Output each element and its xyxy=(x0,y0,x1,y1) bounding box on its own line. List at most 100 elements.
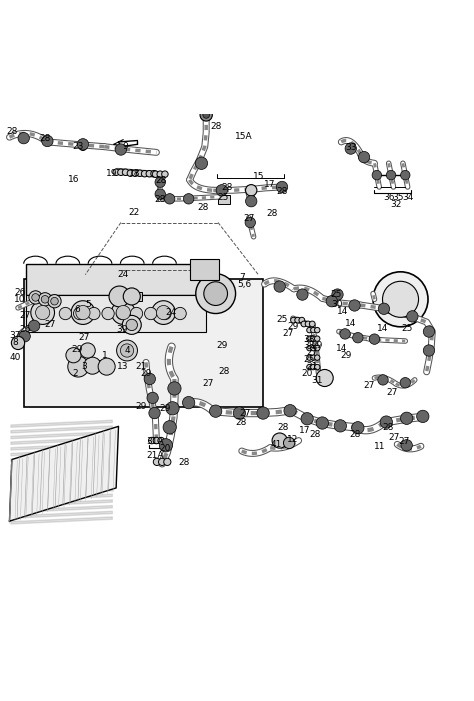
Circle shape xyxy=(310,365,316,370)
Circle shape xyxy=(51,297,58,305)
Text: 20: 20 xyxy=(301,369,313,378)
Circle shape xyxy=(204,282,228,306)
Circle shape xyxy=(80,343,95,358)
Circle shape xyxy=(120,344,134,357)
Text: 5,6: 5,6 xyxy=(237,280,251,289)
Circle shape xyxy=(73,307,86,320)
Text: 19: 19 xyxy=(106,169,117,178)
Circle shape xyxy=(210,405,222,417)
Circle shape xyxy=(246,196,257,207)
Circle shape xyxy=(156,306,171,320)
Circle shape xyxy=(48,294,61,308)
Circle shape xyxy=(164,193,175,204)
Circle shape xyxy=(407,311,418,322)
Text: 28: 28 xyxy=(266,208,278,217)
Circle shape xyxy=(276,182,288,193)
Text: 8: 8 xyxy=(12,339,18,348)
Circle shape xyxy=(274,281,285,292)
Circle shape xyxy=(152,171,159,177)
Circle shape xyxy=(141,170,148,177)
Circle shape xyxy=(66,348,81,363)
Text: 26: 26 xyxy=(19,325,30,334)
Text: 16: 16 xyxy=(68,175,79,184)
Text: 35: 35 xyxy=(392,193,404,203)
Text: 27: 27 xyxy=(398,437,410,447)
Text: 24: 24 xyxy=(165,308,176,317)
Circle shape xyxy=(76,306,90,320)
Circle shape xyxy=(400,378,410,388)
Text: 29: 29 xyxy=(216,341,228,350)
Text: 27: 27 xyxy=(283,329,294,338)
Circle shape xyxy=(166,402,179,415)
Circle shape xyxy=(307,336,312,341)
Circle shape xyxy=(401,440,412,451)
Text: 21: 21 xyxy=(306,362,318,371)
Circle shape xyxy=(423,345,435,356)
Text: 28: 28 xyxy=(222,184,233,192)
Circle shape xyxy=(98,358,115,375)
Circle shape xyxy=(291,318,296,323)
Circle shape xyxy=(310,355,316,360)
Circle shape xyxy=(310,346,316,350)
Circle shape xyxy=(310,321,315,327)
Text: 25: 25 xyxy=(303,355,315,364)
Text: 2: 2 xyxy=(72,369,78,378)
Circle shape xyxy=(307,355,312,360)
Text: 18: 18 xyxy=(129,169,141,178)
Circle shape xyxy=(162,171,168,177)
Circle shape xyxy=(307,346,312,350)
Text: 32: 32 xyxy=(390,200,401,209)
Circle shape xyxy=(41,296,49,303)
Circle shape xyxy=(315,365,320,370)
Circle shape xyxy=(196,273,236,313)
Circle shape xyxy=(18,132,29,144)
Text: 29: 29 xyxy=(71,345,82,353)
Text: 29: 29 xyxy=(340,350,352,360)
Text: 34: 34 xyxy=(402,193,413,203)
Circle shape xyxy=(116,306,130,320)
Bar xyxy=(26,294,206,332)
Circle shape xyxy=(158,458,166,465)
Text: 27: 27 xyxy=(387,388,398,397)
Circle shape xyxy=(203,111,210,118)
Text: 29: 29 xyxy=(136,402,147,411)
Circle shape xyxy=(340,329,350,339)
Text: 25: 25 xyxy=(217,193,228,203)
Text: 28: 28 xyxy=(310,430,321,440)
Text: 12: 12 xyxy=(287,435,299,444)
Circle shape xyxy=(326,296,337,307)
Circle shape xyxy=(163,421,176,434)
Circle shape xyxy=(305,321,311,327)
Circle shape xyxy=(147,393,158,404)
Circle shape xyxy=(299,318,305,323)
Circle shape xyxy=(146,170,153,177)
Text: 28: 28 xyxy=(155,177,167,185)
Text: 7: 7 xyxy=(239,273,245,282)
Text: 5: 5 xyxy=(85,300,91,309)
Text: 28: 28 xyxy=(278,423,289,433)
Text: 14: 14 xyxy=(345,320,356,329)
Text: 27: 27 xyxy=(306,348,318,357)
Text: 17: 17 xyxy=(264,180,275,189)
Circle shape xyxy=(118,169,124,175)
Text: 28: 28 xyxy=(178,458,190,468)
Circle shape xyxy=(164,458,171,465)
Circle shape xyxy=(32,294,39,301)
Text: 29: 29 xyxy=(311,341,322,350)
Text: 30: 30 xyxy=(332,300,343,309)
Circle shape xyxy=(401,412,413,424)
Text: 23: 23 xyxy=(73,142,84,151)
Circle shape xyxy=(257,407,269,419)
Circle shape xyxy=(149,407,160,418)
Text: 17: 17 xyxy=(299,426,310,435)
Circle shape xyxy=(31,301,55,325)
Text: 28: 28 xyxy=(6,127,18,135)
Circle shape xyxy=(310,336,316,341)
Circle shape xyxy=(42,135,53,147)
Text: 4: 4 xyxy=(124,346,130,355)
Bar xyxy=(24,280,263,407)
Circle shape xyxy=(158,437,164,444)
Circle shape xyxy=(315,355,320,360)
Circle shape xyxy=(297,289,308,300)
Circle shape xyxy=(126,319,137,331)
